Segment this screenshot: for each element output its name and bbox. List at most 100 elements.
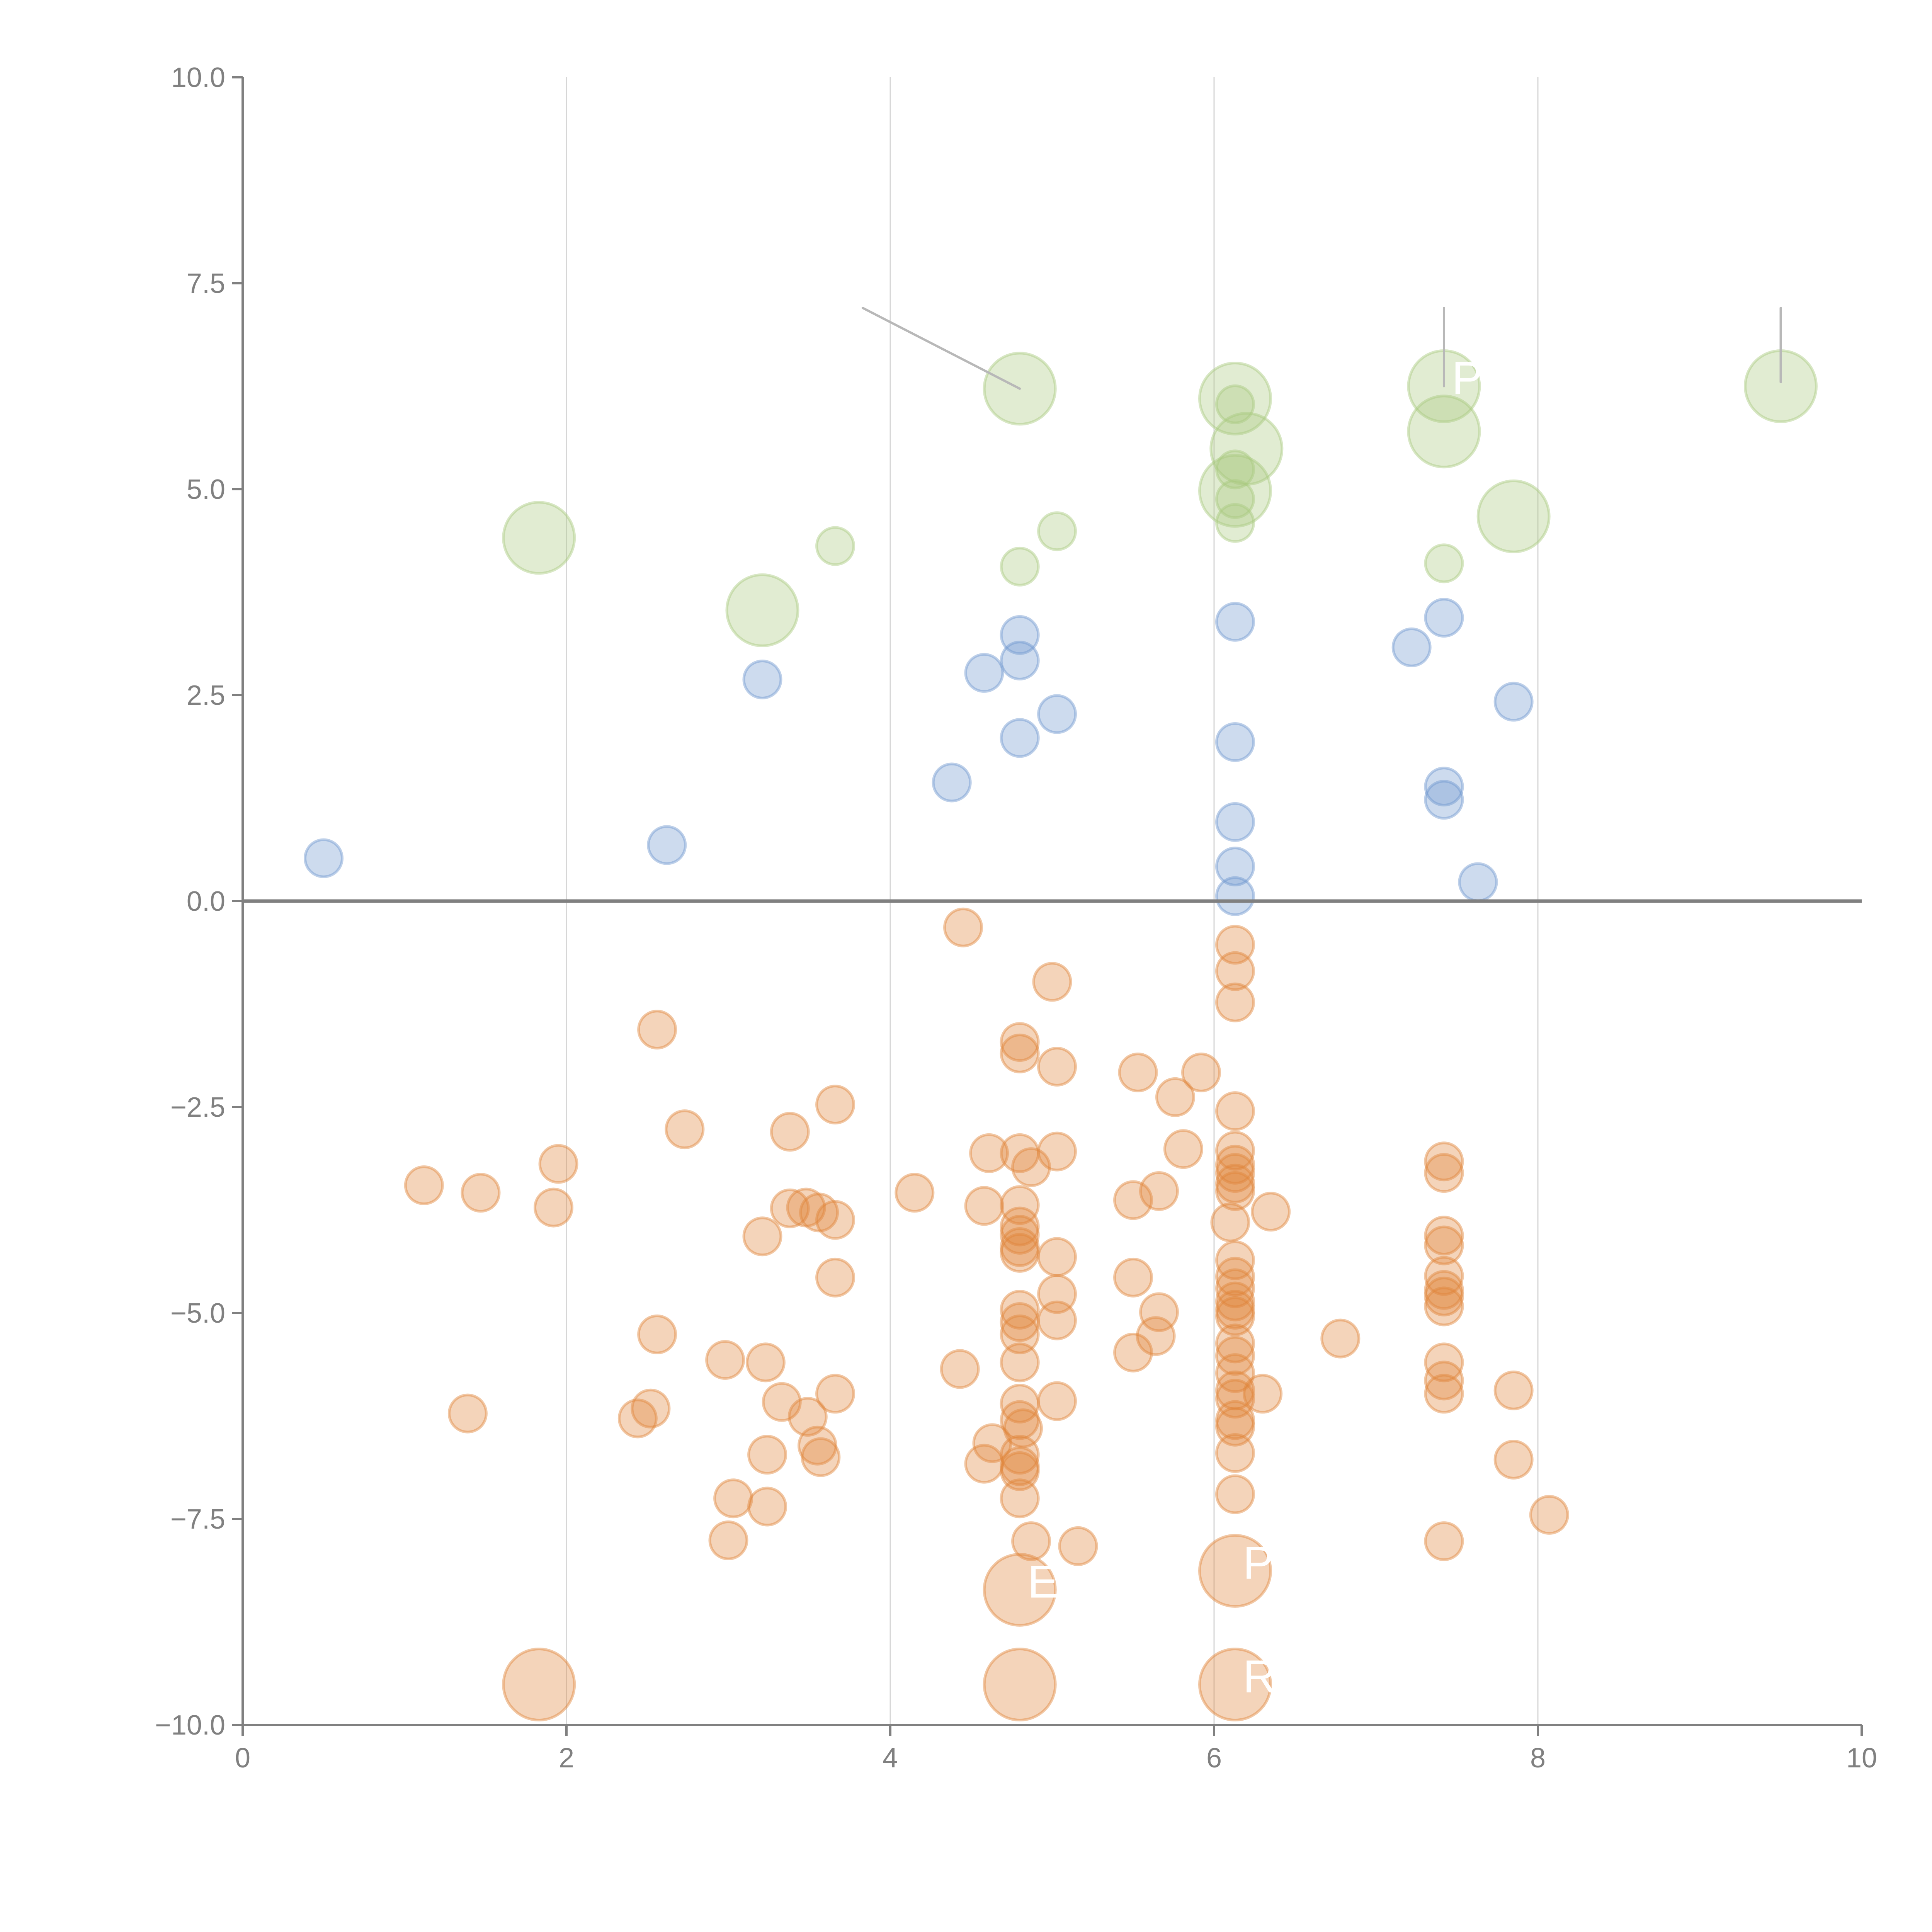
bubble-orange (969, 1133, 1009, 1173)
bubble-green (1215, 503, 1255, 543)
bubble-green (1407, 395, 1481, 469)
bubble-blue (1424, 767, 1464, 807)
bubble-orange (964, 1186, 1004, 1226)
bubble-orange (404, 1165, 444, 1206)
bubble-orange (1424, 1270, 1464, 1310)
bubble-blue (1424, 780, 1464, 820)
bubble-green (1198, 454, 1272, 528)
bubble-orange (815, 1257, 855, 1298)
x-tick-label: 6 (1206, 1743, 1222, 1774)
bubble-orange (1000, 1384, 1040, 1424)
bubble-blue (1493, 682, 1534, 722)
y-tick-label: 2.5 (187, 680, 225, 711)
bubble-orange (972, 1423, 1012, 1463)
bubble-orange (1424, 1342, 1464, 1383)
bubble-orange (1000, 1451, 1040, 1491)
y-tick-label: −10.0 (155, 1710, 225, 1741)
leader-lines (861, 306, 1782, 390)
bubble-green (815, 526, 855, 566)
bubble-orange (1215, 1370, 1255, 1410)
bubble-green (1198, 361, 1272, 435)
bubble-orange (1215, 1323, 1255, 1364)
bubble-orange (745, 1342, 786, 1383)
bubble-orange (1058, 1526, 1098, 1566)
bubble-orange (1000, 1133, 1040, 1173)
bubble-orange (1210, 1202, 1250, 1242)
bubble-orange (533, 1187, 573, 1228)
bubble-orange (1000, 1302, 1040, 1342)
bubble-orange (770, 1112, 810, 1152)
bubble-green (1215, 449, 1255, 490)
bubble-orange (1037, 1047, 1077, 1087)
annotation-label: P (1452, 352, 1483, 404)
bubble-orange (1215, 1145, 1255, 1185)
bubble-orange (631, 1388, 671, 1429)
bubble-blue (647, 825, 687, 865)
bubble-orange (943, 907, 983, 947)
bubble-orange (1139, 1292, 1179, 1332)
bubble-orange (1424, 1374, 1464, 1414)
bubble-orange (1215, 1281, 1255, 1321)
bubble-orange (637, 1010, 677, 1050)
bubble-blue (1424, 598, 1464, 638)
bubble-orange (1000, 1033, 1040, 1073)
bubble-orange (964, 1444, 1004, 1484)
x-tick-label: 10 (1846, 1743, 1877, 1774)
bubble-blue (964, 653, 1004, 693)
bubble-orange (815, 1085, 855, 1125)
bubble-orange (1215, 1153, 1255, 1193)
bubble-orange (1215, 1336, 1255, 1376)
bubble-orange (1032, 962, 1072, 1002)
y-tick-label: −5.0 (170, 1298, 225, 1329)
bubble-orange (1000, 1289, 1040, 1330)
y-tick-label: −2.5 (170, 1092, 225, 1123)
bubble-blue (304, 838, 344, 878)
bubble-orange (1198, 1648, 1272, 1722)
bubble-orange (1215, 1091, 1255, 1131)
bubble-orange (1215, 925, 1255, 965)
bubble-green (1215, 384, 1255, 424)
bubble-orange (1243, 1374, 1283, 1414)
annotations: P P E R (1027, 352, 1483, 1702)
bubble-orange (747, 1486, 787, 1527)
bubble-orange (1113, 1332, 1153, 1372)
bubble-orange (1251, 1192, 1291, 1232)
bubble-orange (1215, 1289, 1255, 1330)
bubble-orange (1424, 1141, 1464, 1182)
bubble-orange (762, 1382, 802, 1422)
bubble-orange (1000, 1185, 1040, 1225)
bubble-orange (1215, 1433, 1255, 1473)
annotation-label: E (1027, 1556, 1058, 1607)
y-tick-label: 5.0 (187, 474, 225, 505)
bubble-orange (1000, 1446, 1040, 1486)
bubble-blue (1000, 718, 1040, 758)
bubble-orange (983, 1553, 1057, 1627)
bubble-green (1000, 546, 1040, 587)
bubble-orange (747, 1435, 787, 1475)
y-tick-label: 10.0 (171, 62, 225, 93)
bubble-orange (770, 1188, 810, 1228)
bubble-orange (1215, 1163, 1255, 1204)
bubble-green (1424, 543, 1464, 583)
bubble-orange (1155, 1077, 1195, 1117)
bubble-orange (1003, 1408, 1043, 1448)
bubble-blue (1391, 627, 1432, 667)
bubble-orange (1424, 1276, 1464, 1316)
bubble-orange (786, 1187, 826, 1228)
bubble-orange (708, 1520, 748, 1560)
x-axis-ticks: 0 2 4 6 8 10 (235, 1725, 1877, 1774)
bubble-orange (1000, 1206, 1040, 1247)
bubble-orange (1493, 1439, 1534, 1480)
bubble-orange (1163, 1129, 1203, 1169)
bubble-orange (1424, 1216, 1464, 1256)
bubble-orange (1215, 1240, 1255, 1281)
bubble-orange (1136, 1316, 1176, 1356)
bubble-orange (1424, 1225, 1464, 1265)
bubble-green (1476, 479, 1551, 553)
bubbles-layer (304, 349, 1818, 1722)
annotation-label: R (1243, 1651, 1276, 1702)
bubble-orange (1000, 1400, 1040, 1440)
annotation-label: P (1243, 1537, 1274, 1588)
bubble-orange (797, 1425, 837, 1466)
bubble-orange (502, 1648, 576, 1722)
